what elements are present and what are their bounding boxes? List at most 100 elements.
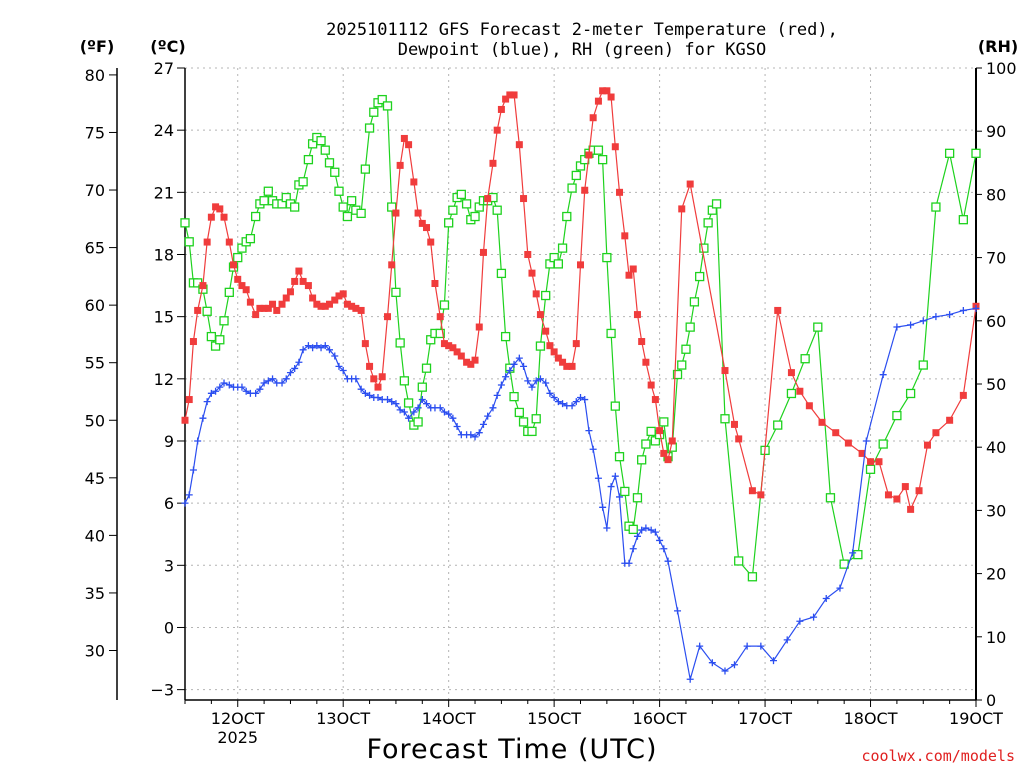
fahrenheit-tick-label: 70 [85,181,105,200]
temperature-point [607,93,615,101]
dewpoint-point [932,313,940,321]
dewpoint-point [520,362,528,370]
dewpoint-point [252,389,260,397]
temperature-point [181,416,189,424]
dewpoint-point [656,536,664,544]
rh-point [382,101,393,111]
dewpoint-point [479,420,487,428]
dewpoint-point [405,414,413,422]
rh-point [628,524,638,535]
temperature-point [370,375,378,383]
rh-point [251,211,261,222]
dewpoint-point [453,422,461,430]
temperature-point [542,327,550,335]
rh-point [531,414,541,424]
dewpoint-point [696,642,704,650]
rh-point [813,322,823,332]
temperature-point [212,203,220,211]
celsius-tick-label: −3 [150,681,174,700]
temperature-point [282,294,290,302]
temperature-point [554,354,562,362]
fahrenheit-tick-label: 65 [85,239,105,258]
rh-point [338,202,348,212]
rh-point [593,145,604,155]
temperature-point [625,271,633,279]
celsius-unit-label: (ºC) [150,37,185,56]
dewpoint-point [199,414,207,422]
fahrenheit-tick-label: 55 [85,354,105,373]
temperature-point [642,358,650,366]
dewpoint-point [550,393,558,401]
dewpoint-point [506,367,514,375]
dewpoint-point [642,524,650,532]
temperature-point [616,188,624,196]
dewpoint-point [493,391,501,399]
temperature-point [774,306,782,314]
dewpoint-point [625,559,633,567]
dewpoint-point [418,396,426,404]
rh-point [387,202,397,212]
rh-point [435,328,445,339]
temperature-point [577,261,584,269]
temperature-point [633,311,641,319]
rh-point [395,338,405,348]
rh-point [786,388,797,399]
temperature-point [796,387,804,395]
rh-point [681,344,691,354]
dewpoint-point [282,375,290,383]
temperature-point [735,435,743,443]
temperature-point [721,367,729,375]
temperature-point [431,280,439,288]
temperature-point [242,286,250,294]
rh-point [324,158,335,168]
temperature-point [656,427,664,435]
series-layer [180,87,981,683]
dewpoint-point [278,379,286,387]
temperature-point [489,159,497,167]
dewpoint-point [686,675,694,683]
rh-tick-label: 20 [986,565,1006,584]
celsius-tick-label: 27 [154,59,174,78]
dewpoint-point [633,532,641,540]
dewpoint-point [907,321,915,329]
fahrenheit-unit-label: (ºF) [80,37,115,56]
temperature-point [348,302,356,310]
dewpoint-point [581,396,589,404]
rh-point [461,199,472,209]
temperature-point [405,141,413,149]
dewpoint-point [291,364,299,372]
dewpoint-line [184,307,977,680]
dewpoint-point [893,323,901,331]
rh-point [417,382,427,392]
temperature-point [317,302,325,310]
temperature-point [532,290,540,298]
temperature-point [946,416,954,424]
x-tick-label: 14OCT [422,709,476,728]
dewpoint-point [256,385,264,393]
x-tick-label: 12OCT [211,709,265,728]
rh-tick-label: 70 [986,249,1006,268]
rh-point [233,252,243,263]
dewpoint-point [331,352,339,360]
rh-point [399,376,410,386]
temperature-point [520,195,528,203]
temperature-point [546,342,554,350]
temperature-point [427,238,435,246]
rh-point [918,360,928,370]
rh-point [413,417,423,427]
temperature-point [493,126,501,134]
dewpoint-point [629,545,637,553]
rh-point [456,189,466,200]
temperature-point [325,300,333,308]
temperature-point [686,180,694,188]
rh-point [470,211,480,222]
rh-point [215,335,225,345]
temperature-point [660,449,668,457]
temperature-point [264,304,272,312]
rh-point [637,455,647,465]
temperature-point [378,373,386,381]
celsius-tick-label: 9 [164,432,174,451]
dewpoint-point [810,613,818,621]
rh-point [672,369,683,380]
rh-point [571,170,581,181]
